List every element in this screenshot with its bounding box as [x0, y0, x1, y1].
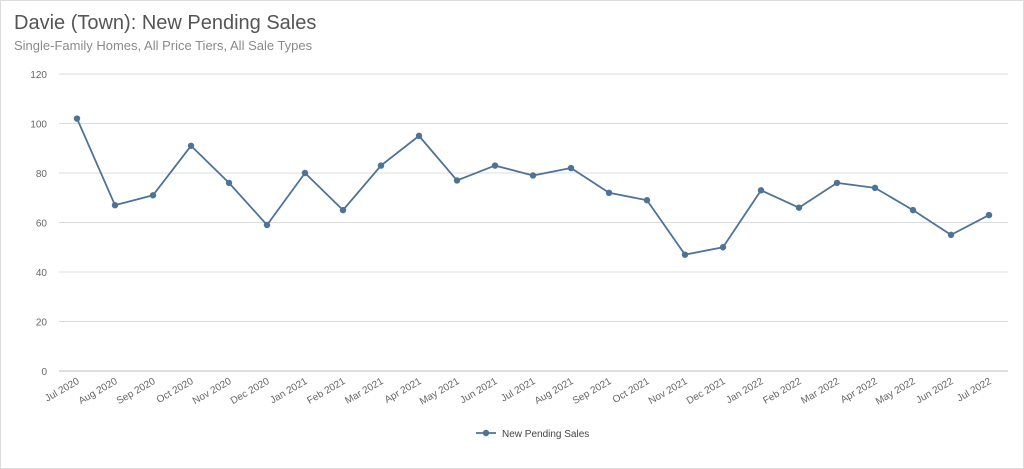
x-tick-label: May 2022	[874, 376, 918, 408]
data-point	[491, 162, 499, 169]
data-point	[757, 187, 765, 194]
x-tick-label: Dec 2021	[685, 376, 728, 407]
data-point	[453, 177, 461, 184]
data-point	[149, 192, 157, 199]
x-tick-label: Jul 2022	[955, 376, 994, 405]
data-point	[529, 172, 537, 179]
legend-marker	[482, 429, 490, 437]
data-point	[871, 184, 879, 192]
data-point	[719, 244, 727, 251]
x-tick-label: Oct 2021	[611, 376, 652, 406]
y-tick-label-100: 100	[30, 120, 47, 131]
data-point	[605, 189, 613, 196]
chart-subtitle: Single-Family Homes, All Price Tiers, Al…	[14, 38, 313, 53]
x-tick-label: Jan 2021	[268, 376, 310, 406]
x-tick-label: Jul 2021	[499, 376, 538, 405]
x-tick-label: Mar 2021	[343, 376, 385, 407]
data-point	[263, 221, 271, 229]
x-tick-label: Oct 2020	[155, 376, 196, 406]
x-tick-label: Feb 2022	[761, 376, 803, 407]
x-tick-label: Jun 2022	[914, 376, 956, 406]
y-tick-label-40: 40	[36, 268, 48, 279]
data-point	[225, 179, 233, 187]
y-tick-label-80: 80	[36, 169, 48, 180]
x-tick-label: Jul 2020	[43, 376, 82, 405]
series-line-0	[76, 118, 990, 256]
x-tick-label: Aug 2021	[533, 376, 576, 407]
data-point	[111, 201, 119, 209]
x-tick-label: Sep 2021	[571, 376, 614, 407]
y-tick-label-0: 0	[41, 367, 47, 378]
x-tick-label: Mar 2022	[799, 376, 841, 407]
y-tick-label-120: 120	[30, 70, 47, 81]
legend-label: New Pending Sales	[502, 429, 589, 440]
data-point	[301, 169, 309, 177]
data-point	[567, 164, 575, 172]
x-tick-label: Aug 2020	[77, 376, 120, 407]
x-tick-label: Sep 2020	[115, 376, 158, 407]
data-point	[339, 206, 347, 214]
data-point	[415, 132, 423, 140]
data-point	[377, 162, 385, 169]
x-tick-label: Nov 2021	[647, 376, 690, 407]
x-tick-label: Apr 2021	[383, 376, 424, 406]
x-tick-label: Nov 2020	[191, 376, 234, 407]
data-point	[643, 197, 651, 204]
y-tick-label-60: 60	[36, 219, 48, 230]
x-tick-label: Jun 2021	[458, 376, 500, 406]
x-tick-label: Jan 2022	[724, 376, 766, 406]
x-tick-label: Feb 2021	[305, 376, 347, 407]
data-point	[947, 231, 955, 239]
data-point	[985, 211, 993, 219]
chart-title: Davie (Town): New Pending Sales	[14, 12, 317, 34]
x-tick-label: May 2021	[418, 376, 462, 408]
x-tick-label: Apr 2022	[839, 376, 880, 406]
data-point	[681, 251, 689, 258]
data-point	[833, 179, 841, 187]
x-tick-label: Dec 2020	[229, 376, 272, 407]
data-point	[795, 204, 803, 211]
data-point	[909, 206, 917, 214]
y-tick-label-20: 20	[36, 318, 48, 329]
data-point	[73, 115, 81, 122]
data-point	[187, 142, 195, 149]
